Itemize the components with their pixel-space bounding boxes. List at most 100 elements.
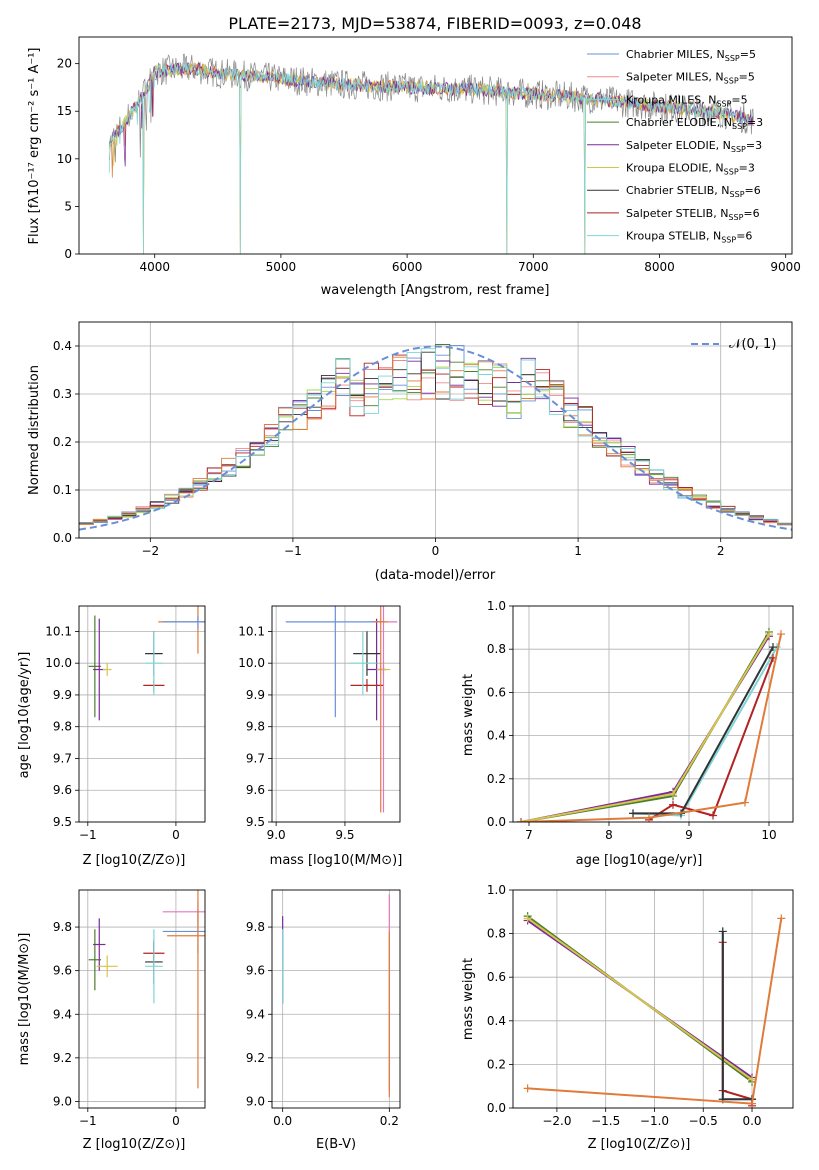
massweight-marker bbox=[523, 914, 532, 923]
massweight-marker bbox=[517, 818, 525, 822]
spectrum-line bbox=[108, 62, 754, 254]
data-point bbox=[282, 929, 284, 1004]
legend-subscript: SSP bbox=[724, 168, 739, 177]
residual-histogram bbox=[79, 354, 792, 525]
massweight-marker bbox=[669, 800, 677, 809]
x-tick-label: −1.0 bbox=[640, 1114, 669, 1128]
massweight-marker bbox=[718, 927, 727, 936]
data-point bbox=[162, 615, 205, 629]
y-tick-label: 0.4 bbox=[53, 339, 72, 353]
spectrum-xlabel: wavelength [Angstrom, rest frame] bbox=[321, 283, 550, 298]
massweight-marker bbox=[629, 809, 637, 818]
mass-vs-EBV-panel: E(B-V) 0.0 0.2 9.0 9.2 9.4 9.6 9.8 bbox=[246, 889, 401, 1152]
y-tick-label: 9.8 bbox=[53, 920, 72, 934]
y-tick-label: 0.4 bbox=[487, 729, 506, 743]
age-vs-Z-panel: Z [log10(Z/Z⊙)] age [log10(age/yr)] −1 0 9… bbox=[17, 605, 206, 868]
y-tick-label: 1.0 bbox=[487, 599, 506, 613]
x-tick-label: −1 bbox=[284, 544, 302, 558]
spectrum-ylabel: Flux [fλ10⁻¹⁷ erg cm⁻² s⁻¹ A⁻¹] bbox=[27, 48, 42, 245]
x-tick-label: 4000 bbox=[139, 260, 170, 274]
y-tick-label: 9.8 bbox=[53, 720, 72, 734]
axes-frame bbox=[512, 889, 794, 1109]
y-tick-label: 9.6 bbox=[53, 783, 72, 797]
massweight-vs-age-ylabel: mass weight bbox=[461, 674, 476, 756]
x-tick-label: 7 bbox=[525, 828, 533, 842]
plot-area bbox=[523, 912, 786, 1108]
y-tick-label: 10.1 bbox=[238, 624, 265, 638]
spectrum-line bbox=[108, 61, 754, 254]
y-tick-label: 0.8 bbox=[487, 642, 506, 656]
plot-area bbox=[79, 344, 792, 531]
x-tick-label: 6000 bbox=[392, 260, 423, 274]
data-point bbox=[145, 631, 163, 695]
axes-frame bbox=[78, 605, 206, 823]
y-tick-label: 0.2 bbox=[53, 435, 72, 449]
data-point bbox=[145, 929, 163, 1004]
legend-subscript: SSP bbox=[724, 77, 739, 86]
axes-frame bbox=[512, 605, 794, 823]
legend-label: Kroupa STELIB, NSSP=6 bbox=[626, 230, 752, 245]
massweight-marker bbox=[669, 789, 677, 798]
plot-area bbox=[517, 627, 785, 822]
y-tick-label: 9.8 bbox=[246, 720, 265, 734]
plot-area bbox=[282, 894, 390, 1098]
legend-subscript: SSP bbox=[730, 190, 745, 199]
massweight-vs-Z-panel: Z [log10(Z/Z⊙)] mass weight −2.0 −1.5 −1.0… bbox=[461, 883, 794, 1152]
massweight-line bbox=[520, 635, 770, 822]
massweight-vs-Z-xlabel: Z [log10(Z/Z⊙)] bbox=[588, 1137, 691, 1152]
y-tick-label: 10.0 bbox=[238, 656, 265, 670]
x-tick-label: 9.5 bbox=[335, 828, 354, 842]
data-point bbox=[373, 606, 388, 813]
y-tick-label: 9.6 bbox=[53, 964, 72, 978]
y-tick-label: 5 bbox=[64, 199, 72, 213]
y-tick-label: 0.4 bbox=[487, 1014, 506, 1028]
x-tick-label: 0.0 bbox=[273, 1114, 292, 1128]
axes-frame bbox=[78, 889, 206, 1109]
residuals-xlabel: (data-model)/error bbox=[375, 568, 496, 583]
y-tick-label: 0.2 bbox=[487, 772, 506, 786]
x-tick-label: 9 bbox=[685, 828, 693, 842]
y-tick-label: 9.7 bbox=[53, 751, 72, 765]
x-tick-label: 0 bbox=[172, 828, 180, 842]
residual-histogram bbox=[79, 356, 792, 525]
x-tick-label: 9.0 bbox=[267, 828, 286, 842]
legend-suffix: =5 bbox=[739, 71, 755, 84]
massweight-marker bbox=[709, 811, 717, 820]
y-tick-label: 0.1 bbox=[53, 483, 72, 497]
y-tick-label: 9.0 bbox=[246, 1094, 265, 1108]
x-tick-label: −2 bbox=[141, 544, 159, 558]
y-tick-label: 9.6 bbox=[246, 783, 265, 797]
y-tick-label: 0.0 bbox=[53, 531, 72, 545]
y-tick-label: 15 bbox=[57, 104, 72, 118]
data-point bbox=[102, 663, 112, 676]
legend-label: Chabrier MILES, NSSP=5 bbox=[626, 48, 756, 63]
y-tick-label: 9.4 bbox=[246, 1007, 265, 1021]
legend-suffix: =6 bbox=[743, 207, 759, 220]
y-tick-label: 9.0 bbox=[53, 1094, 72, 1108]
legend-suffix: =6 bbox=[745, 184, 761, 197]
y-tick-label: 0.2 bbox=[487, 1057, 506, 1071]
legend-label: Kroupa ELODIE, NSSP=3 bbox=[626, 162, 755, 177]
legend-subscript: SSP bbox=[721, 236, 736, 245]
massweight-line bbox=[527, 917, 753, 1081]
data-point bbox=[349, 631, 377, 695]
x-tick-label: 5000 bbox=[266, 260, 297, 274]
y-tick-label: 10.1 bbox=[45, 624, 72, 638]
age-vs-Z-ylabel: age [log10(age/yr)] bbox=[17, 652, 32, 779]
x-tick-label: 0 bbox=[172, 1114, 180, 1128]
massweight-vs-age-xlabel: age [log10(age/yr)] bbox=[576, 853, 703, 868]
axes-frame bbox=[78, 36, 793, 255]
x-tick-label: −1 bbox=[79, 828, 97, 842]
x-tick-label: −2.0 bbox=[542, 1114, 571, 1128]
legend-suffix: =3 bbox=[747, 116, 763, 129]
x-tick-label: 10 bbox=[761, 828, 776, 842]
x-tick-label: 0 bbox=[432, 544, 440, 558]
y-tick-label: 9.9 bbox=[53, 688, 72, 702]
figure-title: PLATE=2173, MJD=53874, FIBERID=0093, z=0… bbox=[228, 14, 641, 33]
legend-subscript: SSP bbox=[716, 99, 731, 108]
plot-area bbox=[88, 606, 205, 721]
y-tick-label: 0.0 bbox=[487, 815, 506, 829]
massweight-marker bbox=[777, 630, 785, 639]
massweight-marker bbox=[765, 630, 773, 639]
y-tick-label: 9.6 bbox=[246, 964, 265, 978]
